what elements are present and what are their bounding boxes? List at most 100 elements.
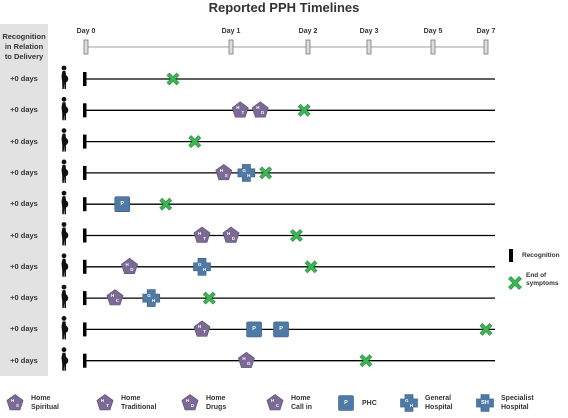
legend-hc-icon	[266, 394, 284, 411]
day-label-5: Day 5	[423, 28, 443, 35]
row-2-recognition-marker	[83, 103, 87, 118]
row-10-end-of-symptoms-icon-2	[359, 354, 373, 368]
row-9-recognition-marker	[83, 322, 87, 337]
legend-gh-icon-letter-2: H	[409, 403, 413, 408]
row-3-end-of-symptoms-icon-1	[188, 135, 202, 149]
row-10-hd-icon-1	[237, 351, 255, 368]
legend-ht-icon	[96, 394, 114, 411]
legend-ht-label-2: Traditional	[121, 404, 157, 411]
row-6-label: +0 days	[10, 230, 38, 240]
column-header: Recognition in Relation to Delivery	[0, 32, 48, 62]
legend-hc-label-2: Call in	[291, 404, 313, 411]
side-legend-end-label-2: symptoms	[526, 280, 559, 287]
legend-hs-icon-letter-1: H	[11, 398, 15, 403]
legend-p-icon-letter: P	[344, 399, 348, 406]
row-9-pregnant-figure-icon	[61, 316, 69, 340]
side-legend-recognition-icon	[509, 249, 513, 262]
row-2-ht-icon-1-letter-1: H	[236, 105, 240, 111]
row-3-label: +0 days	[10, 136, 38, 146]
row-6-hd-icon-2-letter-1: H	[227, 230, 231, 236]
row-9-p-icon-2	[246, 321, 262, 338]
row-4-end-of-symptoms-icon-3	[259, 166, 273, 180]
legend-ht-icon-letter-1: H	[101, 398, 105, 403]
legend-hc-icon-letter-1: H	[271, 398, 275, 403]
row-8-hc-icon-1-letter-2: C	[115, 298, 119, 304]
row-6-ht-icon-1	[193, 226, 211, 243]
row-2-hd-icon-2-letter-1: H	[256, 105, 260, 111]
row-8-hc-icon-1	[106, 289, 124, 306]
side-legend-recognition-label: Recognition	[522, 252, 560, 259]
legend-gh-label-1: General	[425, 395, 452, 402]
row-10-label: +0 days	[10, 355, 38, 365]
column-header-line-1: Recognition	[2, 32, 46, 41]
row-2-ht-icon-1	[231, 101, 249, 118]
row-1-end-of-symptoms-icon-1	[166, 72, 180, 86]
legend-ht-label-1: Home	[121, 395, 141, 402]
legend-hs-icon-letter-2: S	[15, 403, 19, 408]
legend-hd-label-2: Drugs	[206, 404, 227, 411]
row-9-p-icon-3	[273, 321, 289, 338]
day-label-3: Day 3	[359, 28, 379, 35]
row-9-ht-icon-1-letter-2: T	[203, 329, 206, 335]
row-9-end-of-symptoms-icon-4	[479, 322, 493, 336]
row-8-end-of-symptoms-icon-3	[202, 291, 216, 305]
legend-hd-label-1: Home	[206, 395, 226, 402]
row-3-recognition-marker	[83, 134, 87, 149]
row-10-hd-icon-1-letter-1: H	[242, 355, 246, 361]
legend-hd-icon-letter-1: H	[186, 398, 190, 403]
legend-gh-icon-letter-1: G	[405, 398, 409, 403]
legend-sh-label-1: Specialist	[501, 395, 534, 402]
column-header-line-2: in Relation	[4, 42, 44, 51]
legend-hs-label-2: Spiritual	[31, 404, 60, 411]
row-7-gh-icon-2-letter-2: H	[202, 266, 206, 272]
row-6-ht-icon-1-letter-1: H	[198, 230, 202, 236]
row-6-hd-icon-2-letter-2: D	[231, 235, 235, 241]
row-4-hs-icon-1-letter-2: S	[224, 172, 228, 178]
row-4-hs-icon-1	[215, 164, 233, 181]
day-label-0: Day 0	[76, 28, 96, 35]
day-tick-2	[305, 39, 311, 55]
row-10-hd-icon-1-letter-2: D	[247, 360, 251, 366]
day-tick-3	[366, 39, 372, 55]
legend-gh-icon	[400, 394, 418, 412]
day-tick-0	[83, 39, 89, 55]
row-4-gh-icon-2	[237, 164, 256, 182]
row-6-recognition-marker	[83, 228, 87, 243]
row-6-pregnant-figure-icon	[61, 222, 69, 246]
legend-hs-label-1: Home	[31, 395, 51, 402]
row-6-hd-icon-2	[222, 226, 240, 243]
column-header-line-3: to Delivery	[4, 52, 44, 61]
row-2-pregnant-figure-icon	[61, 96, 69, 121]
legend-p-label: PHC	[362, 400, 377, 407]
legend-hc-icon-letter-2: C	[275, 403, 279, 408]
row-2-hd-icon-2	[251, 101, 269, 118]
row-7-hd-icon-1-letter-2: D	[130, 266, 134, 272]
day-label-7: Day 7	[476, 28, 496, 35]
row-5-pregnant-figure-icon	[61, 190, 69, 215]
row-5-end-of-symptoms-icon-2	[159, 197, 173, 211]
day-tick-7	[483, 39, 489, 55]
row-7-pregnant-figure-icon	[61, 253, 69, 277]
row-4-pregnant-figure-icon	[61, 159, 69, 183]
legend-hc-label-1: Home	[291, 395, 311, 402]
row-4-hs-icon-1-letter-1: H	[219, 167, 223, 173]
row-9-p-icon-3-letter: P	[279, 325, 283, 332]
row-4-gh-icon-2-letter-2: H	[247, 172, 251, 178]
row-7-hd-icon-1	[121, 257, 138, 275]
row-8-gh-icon-2	[142, 289, 161, 307]
legend-hd-icon	[181, 394, 199, 411]
row-label-column	[0, 24, 48, 376]
row-8-label: +0 days	[10, 293, 38, 303]
page-title: Reported PPH Timelines	[208, 0, 360, 15]
row-2-end-of-symptoms-icon-3	[297, 103, 311, 117]
row-7-label: +0 days	[10, 261, 38, 271]
legend-ht-icon-letter-2: T	[106, 403, 109, 408]
row-5-p-icon-1	[114, 196, 131, 212]
side-legend-end-label-1: End of	[526, 272, 547, 279]
row-10-pregnant-figure-icon	[61, 347, 69, 371]
row-4-gh-icon-2-letter-1: G	[242, 167, 246, 173]
row-6-end-of-symptoms-icon-3	[290, 229, 303, 242]
legend-sh-label-2: Hospital	[501, 404, 529, 411]
legend-gh-label-2: Hospital	[425, 404, 453, 411]
row-5-label: +0 days	[10, 199, 38, 209]
